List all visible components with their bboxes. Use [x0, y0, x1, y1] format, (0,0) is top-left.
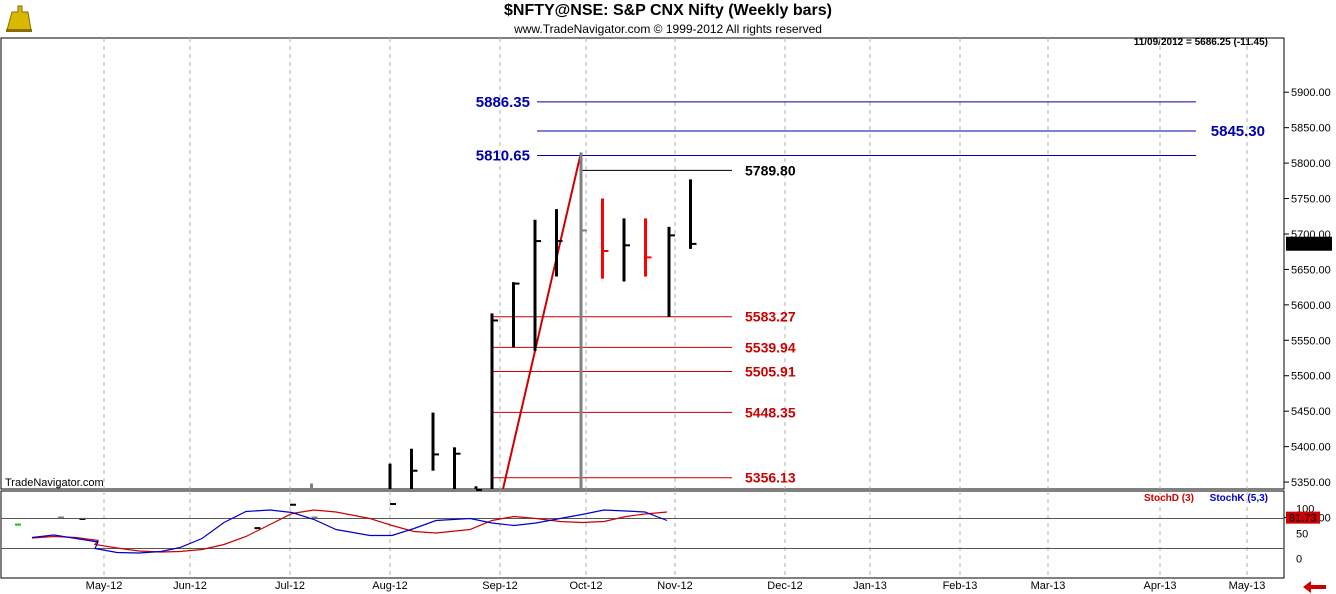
- ohlc-bar: [512, 282, 520, 348]
- chart-subtitle: www.TradeNavigator.com © 1999-2012 All r…: [514, 22, 822, 36]
- ohlc-bar: [453, 447, 461, 489]
- ohlc-bar: [431, 412, 439, 471]
- ohlc-bar: [79, 517, 86, 520]
- ohlc-bar: [410, 448, 418, 489]
- ohlc-bar: [15, 523, 21, 526]
- x-tick-label: Mar-13: [1031, 580, 1066, 592]
- x-tick-label: Feb-13: [943, 580, 978, 592]
- x-tick-label: Dec-12: [767, 580, 802, 592]
- stoch-y-tick-label: 0: [1296, 554, 1302, 566]
- x-tick-label: Apr-13: [1143, 580, 1176, 592]
- x-tick-label: Oct-12: [569, 580, 602, 592]
- stoch-y-tick-label: 50: [1296, 529, 1308, 541]
- price-y-tick-label: 5400.00: [1291, 442, 1331, 454]
- ohlc-bar: [388, 463, 396, 506]
- extension-level-label: 5886.35: [476, 94, 530, 111]
- retracement-level-label: 5539.94: [745, 339, 796, 355]
- scroll-left-arrow-icon[interactable]: [1303, 581, 1326, 593]
- legend-stoch-d: StochD (3): [1144, 493, 1194, 504]
- x-tick-label: Nov-12: [657, 580, 692, 592]
- price-y-tick-label: 5450.00: [1291, 406, 1331, 418]
- trend-line: [502, 152, 582, 490]
- x-tick-label: Aug-12: [372, 580, 407, 592]
- price-y-tick-label: 5350.00: [1291, 477, 1331, 489]
- stoch-value-tag-label: 81.73: [1289, 513, 1317, 525]
- extension-level-label: 5845.30: [1211, 123, 1265, 140]
- price-y-tick-label: 5900.00: [1291, 87, 1331, 99]
- ohlc-bar: [601, 198, 609, 279]
- ohlc-bar: [490, 313, 498, 489]
- last-price-stamp: 11/09/2012 = 5686.25 (-11.45): [1133, 37, 1268, 48]
- chart-title: $NFTY@NSE: S&P CNX Nifty (Weekly bars): [504, 2, 832, 19]
- price-y-tick-label: 5550.00: [1291, 335, 1331, 347]
- ohlc-bar: [689, 179, 697, 249]
- ohlc-bar: [533, 219, 541, 351]
- retracement-level-label: 5583.27: [745, 309, 796, 325]
- price-y-tick-label: 5650.00: [1291, 264, 1331, 276]
- ohlc-bar: [310, 483, 318, 519]
- price-y-tick-label: 5500.00: [1291, 371, 1331, 383]
- watermark-text: TradeNavigator.com: [5, 477, 104, 489]
- ohlc-bar: [555, 209, 563, 277]
- extension-level-label: 5810.65: [476, 148, 530, 165]
- x-tick-label: Jul-12: [275, 580, 305, 592]
- x-tick-label: May-13: [1229, 580, 1266, 592]
- price-panel-frame: [0, 37, 1285, 490]
- retracement-level-label: 5505.91: [745, 364, 796, 380]
- price-y-tick-label: 5800.00: [1291, 158, 1331, 170]
- price-y-tick-label: 5750.00: [1291, 194, 1331, 206]
- trade-navigator-logo-icon: [4, 2, 34, 34]
- stoch-value-tag: [1286, 511, 1320, 524]
- ohlc-bar: [644, 218, 652, 277]
- ohlc-bar: [667, 226, 675, 317]
- legend-stoch-k: StochK (5,3): [1210, 493, 1268, 504]
- stoch-panel-frame: [0, 490, 1285, 579]
- last-price-tag: [1286, 236, 1332, 251]
- retracement-level-label: 5356.13: [745, 470, 796, 486]
- x-tick-label: Jan-13: [853, 580, 887, 592]
- stoch-d-line: [31, 509, 668, 553]
- price-y-tick-label: 5600.00: [1291, 300, 1331, 312]
- ohlc-bar: [622, 218, 630, 282]
- extension-level-label: 5789.80: [745, 162, 796, 178]
- last-price-tag-label: 5686.25: [1288, 239, 1328, 251]
- ohlc-bar: [474, 486, 482, 491]
- retracement-level-label: 5448.35: [745, 404, 796, 420]
- stoch-k-line: [31, 509, 668, 554]
- ohlc-bar: [290, 503, 296, 506]
- x-tick-label: May-12: [86, 580, 123, 592]
- ohlc-bar: [56, 486, 64, 519]
- price-y-tick-label: 5850.00: [1291, 123, 1331, 135]
- x-tick-label: Jun-12: [173, 580, 207, 592]
- ohlc-bar: [579, 152, 587, 489]
- ohlc-bar: [254, 527, 261, 530]
- x-tick-label: Sep-12: [482, 580, 517, 592]
